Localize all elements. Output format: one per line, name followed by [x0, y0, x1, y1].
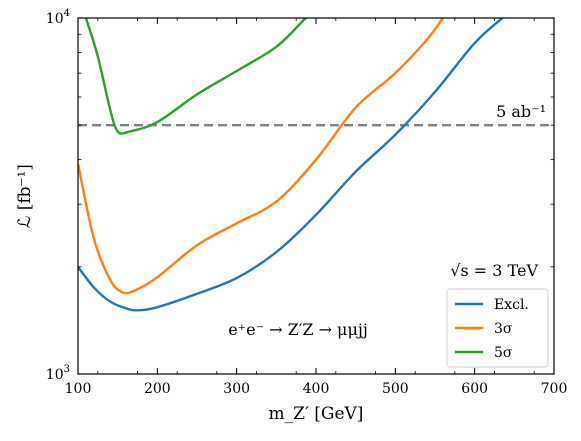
series-3sigma-line: [78, 18, 444, 295]
x-tick-label: 600: [461, 381, 488, 397]
hline-label: 5 ab⁻¹: [496, 102, 546, 121]
legend: Excl. 3σ 5σ: [446, 288, 549, 368]
legend-box: [446, 288, 549, 368]
series-5sigma-line: [84, 18, 308, 135]
legend-entry-label: Excl.: [494, 297, 529, 313]
y-axis-label: ℒ [fb⁻¹]: [15, 164, 35, 228]
energy-annotation: √s = 3 TeV: [450, 261, 538, 280]
axis-ticks: 100 200 300 400 500 600 700 103 104: [46, 8, 568, 397]
legend-entry-label: 3σ: [494, 321, 513, 337]
x-tick-label: 400: [303, 381, 330, 397]
series-layer: [78, 18, 554, 312]
x-tick-label: 100: [65, 381, 92, 397]
x-tick-label: 200: [144, 381, 171, 397]
x-tick-label: 700: [541, 381, 568, 397]
x-axis-label: m_Z′ [GeV]: [269, 404, 364, 424]
y-tick-label: 104: [46, 8, 70, 27]
series-excl-line: [78, 18, 504, 312]
legend-entry-label: 5σ: [494, 345, 513, 361]
plot-frame: [77, 17, 555, 375]
x-tick-label: 300: [223, 381, 250, 397]
y-tick-label: 103: [46, 364, 70, 383]
x-tick-label: 500: [382, 381, 409, 397]
process-annotation: e⁺e⁻ → Z′Z → μμjj: [228, 320, 368, 339]
